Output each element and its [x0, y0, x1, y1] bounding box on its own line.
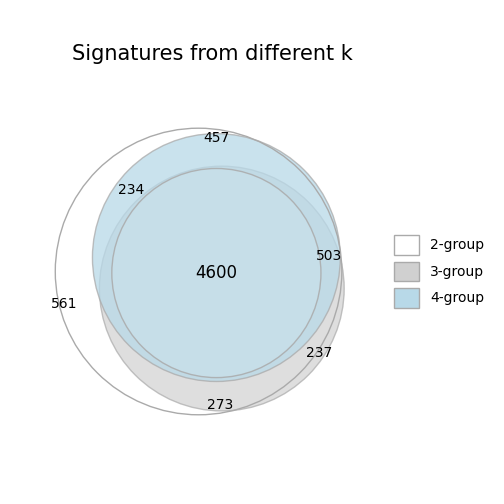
Text: 503: 503 — [316, 249, 342, 263]
Text: 561: 561 — [50, 297, 77, 311]
Title: Signatures from different k: Signatures from different k — [72, 44, 353, 64]
Text: 273: 273 — [207, 398, 233, 412]
Circle shape — [112, 168, 321, 377]
Circle shape — [92, 134, 340, 382]
Legend: 2-group, 3-group, 4-group: 2-group, 3-group, 4-group — [389, 229, 490, 313]
Text: 234: 234 — [118, 183, 144, 197]
Text: 4600: 4600 — [196, 264, 237, 282]
Circle shape — [99, 166, 344, 411]
Text: 237: 237 — [306, 346, 333, 360]
Text: 457: 457 — [203, 131, 229, 145]
